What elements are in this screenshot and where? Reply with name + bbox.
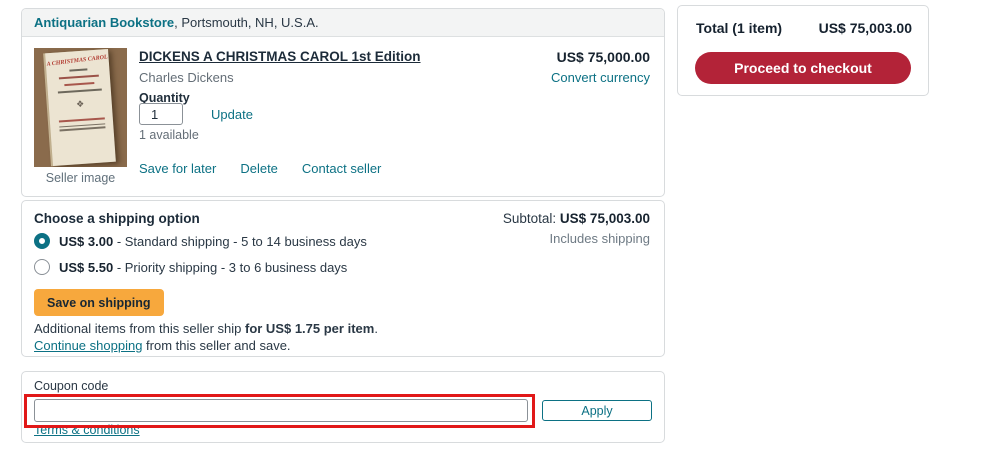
shipping-heading: Choose a shipping option [34,211,200,226]
seller-location: , Portsmouth, NH, U.S.A. [174,15,319,30]
delete-link[interactable]: Delete [240,161,278,176]
cover-line [63,82,94,87]
cover-publisher-lines [58,116,105,132]
convert-currency-link[interactable]: Convert currency [551,70,650,85]
item-title-link[interactable]: DICKENS A CHRISTMAS CAROL 1st Edition [139,49,421,64]
shipping-option-text: US$ 5.50 - Priority shipping - 3 to 6 bu… [59,259,348,275]
quantity-input[interactable] [139,103,183,125]
total-label: Total (1 item) [696,20,783,36]
shipping-option-priority[interactable]: US$ 5.50 - Priority shipping - 3 to 6 bu… [34,259,347,275]
item-action-links: Save for later Delete Contact seller [139,161,381,176]
seller-header: Antiquarian Bookstore, Portsmouth, NH, U… [22,9,664,37]
total-row: Total (1 item) US$ 75,003.00 [696,20,912,36]
proceed-to-checkout-button[interactable]: Proceed to checkout [695,52,911,84]
coupon-code-input[interactable] [34,399,528,422]
total-value: US$ 75,003.00 [818,20,912,36]
continue-shopping-note: Continue shopping from this seller and s… [34,338,291,353]
item-price: US$ 75,000.00 [556,49,650,65]
cover-line [58,74,99,80]
contact-seller-link[interactable]: Contact seller [301,161,382,176]
item-author: Charles Dickens [139,70,234,85]
book-cover-art: A CHRISTMAS CAROL ❖ [45,48,116,167]
subtotal-note: Includes shipping [549,231,650,246]
cover-ornament-icon: ❖ [75,98,85,109]
cover-line [57,88,102,94]
terms-and-conditions-link[interactable]: Terms & conditions [34,423,140,437]
radio-selected-icon[interactable] [34,233,50,249]
quantity-label: Quantity [139,91,190,105]
seller-image-caption: Seller image [45,171,116,185]
order-summary-panel: Total (1 item) US$ 75,003.00 Proceed to … [677,5,929,96]
shipping-option-text: US$ 3.00 - Standard shipping - 5 to 14 b… [59,233,367,249]
book-cover-image[interactable]: A CHRISTMAS CAROL ❖ [34,48,127,167]
continue-shopping-link[interactable]: Continue shopping [34,338,143,353]
subtotal-line: Subtotal: US$ 75,003.00 [502,211,650,226]
shipping-card: Choose a shipping option US$ 3.00 - Stan… [21,200,665,357]
radio-unselected-icon[interactable] [34,259,50,275]
save-on-shipping-button[interactable]: Save on shipping [34,289,164,316]
apply-coupon-button[interactable]: Apply [542,400,652,421]
coupon-card: Coupon code Apply Terms & conditions [21,371,665,443]
availability-text: 1 available [139,128,199,142]
save-for-later-link[interactable]: Save for later [139,161,217,176]
additional-items-note: Additional items from this seller ship f… [34,321,378,336]
shipping-option-standard[interactable]: US$ 3.00 - Standard shipping - 5 to 14 b… [34,233,367,249]
cover-line [68,68,87,72]
coupon-code-label: Coupon code [34,379,109,393]
update-link[interactable]: Update [211,107,253,122]
seller-item-card: Antiquarian Bookstore, Portsmouth, NH, U… [21,8,665,197]
seller-name-link[interactable]: Antiquarian Bookstore [34,15,175,30]
book-cover-title: A CHRISTMAS CAROL [46,54,109,68]
